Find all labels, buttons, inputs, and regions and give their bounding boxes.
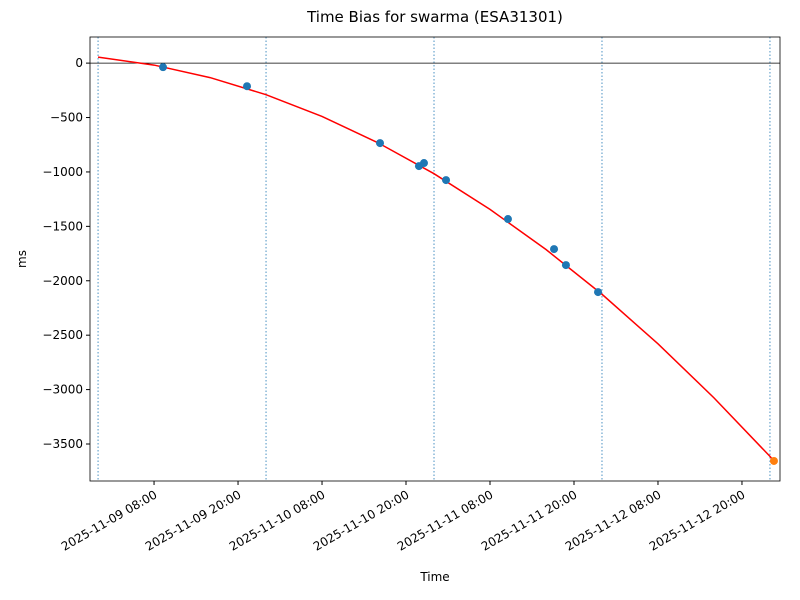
y-tick-label: 0 <box>75 56 83 70</box>
data-point <box>550 245 559 254</box>
y-tick-label: −2500 <box>42 328 83 342</box>
y-tick-label: −3500 <box>42 437 83 451</box>
data-point <box>419 159 428 168</box>
y-tick-label: −500 <box>50 111 83 125</box>
data-point <box>594 288 603 297</box>
plot-frame <box>89 36 781 482</box>
y-tick-label: −3000 <box>42 383 83 397</box>
chart-title: Time Bias for swarma (ESA31301) <box>306 8 563 26</box>
y-tick-label: −2000 <box>42 274 83 288</box>
y-tick-label: −1500 <box>42 219 83 233</box>
data-point <box>442 176 451 185</box>
fit-line <box>97 56 775 462</box>
data-point <box>769 456 778 465</box>
data-point <box>561 261 570 270</box>
data-point <box>243 82 252 91</box>
y-axis-label: ms <box>15 250 29 268</box>
data-point <box>375 139 384 148</box>
y-tick-label: −1000 <box>42 165 83 179</box>
x-axis-label: Time <box>419 570 449 584</box>
data-point <box>159 63 168 72</box>
data-point <box>503 215 512 224</box>
